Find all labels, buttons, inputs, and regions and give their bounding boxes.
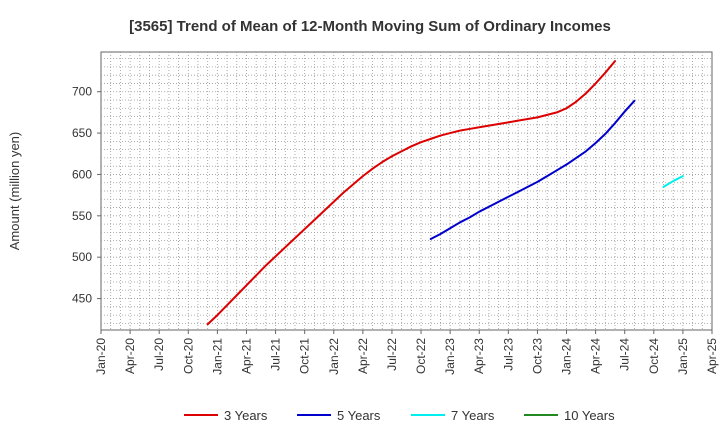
plot-area [100, 51, 713, 331]
x-tick-label: Jan-20 [94, 338, 108, 375]
x-tick-label: Apr-21 [239, 338, 253, 374]
x-tick-label: Oct-23 [530, 338, 544, 374]
x-tick-label: Oct-21 [298, 338, 312, 374]
x-tick-label: Jul-23 [501, 338, 515, 371]
chart-title: [3565] Trend of Mean of 12-Month Moving … [129, 18, 611, 35]
x-tick-label: Apr-23 [472, 338, 486, 374]
legend-label-10-years: 10 Years [564, 408, 615, 423]
y-tick-label: 500 [72, 250, 92, 264]
x-tick-label: Apr-24 [589, 338, 603, 374]
y-axis: 450 500 550 600 650 700 [72, 85, 101, 306]
series-layer [206, 60, 684, 326]
x-tick-label: Jul-21 [269, 338, 283, 371]
x-tick-label: Jul-22 [385, 338, 399, 371]
series-line-3-years [206, 60, 617, 326]
legend-label-5-years: 5 Years [337, 408, 381, 423]
y-tick-label: 650 [72, 126, 92, 140]
legend: 3 Years 5 Years 7 Years 10 Years [184, 408, 615, 423]
y-tick-label: 450 [72, 292, 92, 306]
series-line-5-years [429, 99, 636, 240]
x-tick-label: Oct-22 [414, 338, 428, 374]
x-axis: Jan-20 Apr-20 Jul-20 Oct-20 Jan-21 Apr-21 Jul-… [94, 330, 719, 375]
y-tick-label: 550 [72, 209, 92, 223]
y-axis-label: Amount (million yen) [7, 132, 22, 251]
y-tick-label: 700 [72, 85, 92, 99]
x-tick-label: Jul-20 [152, 338, 166, 371]
legend-label-3-years: 3 Years [224, 408, 268, 423]
x-tick-label: Jan-25 [676, 338, 690, 375]
x-tick-label: Oct-24 [647, 338, 661, 374]
x-tick-label: Oct-20 [181, 338, 195, 374]
x-tick-label: Apr-22 [356, 338, 370, 374]
y-tick-label: 600 [72, 167, 92, 181]
x-tick-label: Jul-24 [618, 338, 632, 371]
x-tick-label: Apr-25 [705, 338, 719, 374]
legend-label-7-years: 7 Years [451, 408, 495, 423]
x-tick-label: Jan-22 [327, 338, 341, 375]
x-tick-label: Jan-24 [560, 338, 574, 375]
x-tick-label: Apr-20 [123, 338, 137, 374]
x-tick-label: Jan-23 [443, 338, 457, 375]
x-tick-label: Jan-21 [210, 338, 224, 375]
series-line-7-years [662, 175, 684, 188]
